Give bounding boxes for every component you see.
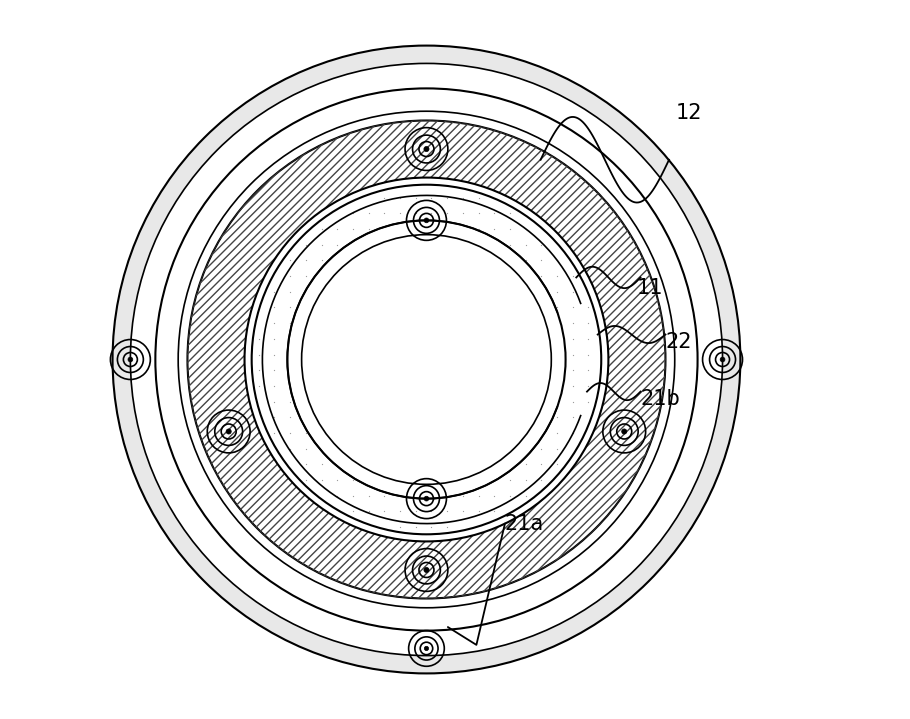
Circle shape <box>128 357 133 362</box>
Circle shape <box>156 88 698 631</box>
Circle shape <box>424 646 429 651</box>
Text: 22: 22 <box>665 331 692 352</box>
Circle shape <box>622 429 627 434</box>
Circle shape <box>252 185 602 534</box>
Circle shape <box>245 178 609 541</box>
Circle shape <box>301 234 551 485</box>
Circle shape <box>187 121 665 598</box>
Circle shape <box>226 429 231 434</box>
Circle shape <box>130 63 723 656</box>
Circle shape <box>424 218 429 223</box>
Circle shape <box>424 496 429 501</box>
Text: 11: 11 <box>637 278 663 298</box>
Circle shape <box>424 567 429 572</box>
Text: 21a: 21a <box>505 513 544 533</box>
Circle shape <box>424 147 429 152</box>
Text: 21b: 21b <box>641 389 681 408</box>
Circle shape <box>178 111 674 608</box>
Circle shape <box>720 357 725 362</box>
Circle shape <box>113 45 741 674</box>
Circle shape <box>288 221 566 498</box>
Text: 12: 12 <box>676 104 703 124</box>
